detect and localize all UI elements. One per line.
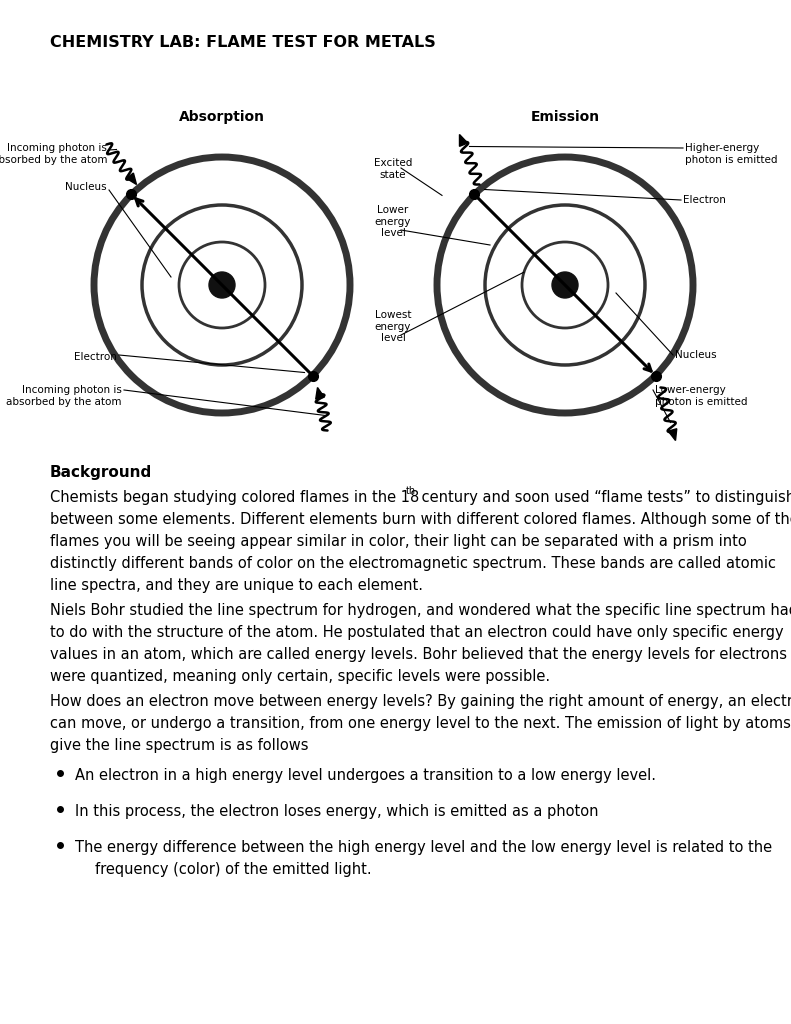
- Text: In this process, the electron loses energy, which is emitted as a photon: In this process, the electron loses ener…: [75, 804, 599, 819]
- Text: century and soon used “flame tests” to distinguish: century and soon used “flame tests” to d…: [417, 490, 791, 505]
- Text: between some elements. Different elements burn with different colored flames. Al: between some elements. Different element…: [50, 512, 791, 527]
- Text: How does an electron move between energy levels? By gaining the right amount of : How does an electron move between energy…: [50, 694, 791, 709]
- Text: Background: Background: [50, 465, 152, 480]
- Text: Incoming photon is
absorbed by the atom: Incoming photon is absorbed by the atom: [0, 143, 107, 165]
- Text: values in an atom, which are called energy levels. Bohr believed that the energy: values in an atom, which are called ener…: [50, 647, 787, 662]
- Text: An electron in a high energy level undergoes a transition to a low energy level.: An electron in a high energy level under…: [75, 768, 656, 783]
- Circle shape: [209, 272, 235, 298]
- Text: The energy difference between the high energy level and the low energy level is : The energy difference between the high e…: [75, 840, 772, 855]
- Text: Nucleus: Nucleus: [66, 182, 107, 193]
- Text: Excited
state: Excited state: [374, 158, 412, 179]
- Text: flames you will be seeing appear similar in color, their light can be separated : flames you will be seeing appear similar…: [50, 534, 747, 549]
- Text: CHEMISTRY LAB: FLAME TEST FOR METALS: CHEMISTRY LAB: FLAME TEST FOR METALS: [50, 35, 436, 50]
- Text: Lower
energy
level: Lower energy level: [375, 205, 411, 239]
- Text: line spectra, and they are unique to each element.: line spectra, and they are unique to eac…: [50, 578, 423, 593]
- Polygon shape: [316, 387, 324, 399]
- Circle shape: [552, 272, 578, 298]
- Text: Absorption: Absorption: [179, 110, 265, 124]
- Text: Nucleus: Nucleus: [675, 350, 717, 360]
- Polygon shape: [460, 134, 467, 146]
- Polygon shape: [127, 173, 137, 184]
- Polygon shape: [668, 429, 677, 440]
- Text: Electron: Electron: [74, 352, 117, 362]
- Text: were quantized, meaning only certain, specific levels were possible.: were quantized, meaning only certain, sp…: [50, 669, 550, 684]
- Text: give the line spectrum is as follows: give the line spectrum is as follows: [50, 738, 308, 753]
- Text: distinctly different bands of color on the electromagnetic spectrum. These bands: distinctly different bands of color on t…: [50, 556, 776, 571]
- Text: can move, or undergo a transition, from one energy level to the next. The emissi: can move, or undergo a transition, from …: [50, 716, 791, 731]
- Text: Lower-energy
photon is emitted: Lower-energy photon is emitted: [655, 385, 747, 407]
- Text: Emission: Emission: [531, 110, 600, 124]
- Text: frequency (color) of the emitted light.: frequency (color) of the emitted light.: [95, 862, 372, 877]
- Text: Chemists began studying colored flames in the 18: Chemists began studying colored flames i…: [50, 490, 419, 505]
- Text: Higher-energy
photon is emitted: Higher-energy photon is emitted: [685, 143, 778, 165]
- Text: Electron: Electron: [683, 195, 726, 205]
- Text: Lowest
energy
level: Lowest energy level: [375, 310, 411, 343]
- Text: th: th: [406, 486, 416, 496]
- Text: to do with the structure of the atom. He postulated that an electron could have : to do with the structure of the atom. He…: [50, 625, 784, 640]
- Text: Incoming photon is
absorbed by the atom: Incoming photon is absorbed by the atom: [6, 385, 122, 407]
- Text: Niels Bohr studied the line spectrum for hydrogen, and wondered what the specifi: Niels Bohr studied the line spectrum for…: [50, 603, 791, 618]
